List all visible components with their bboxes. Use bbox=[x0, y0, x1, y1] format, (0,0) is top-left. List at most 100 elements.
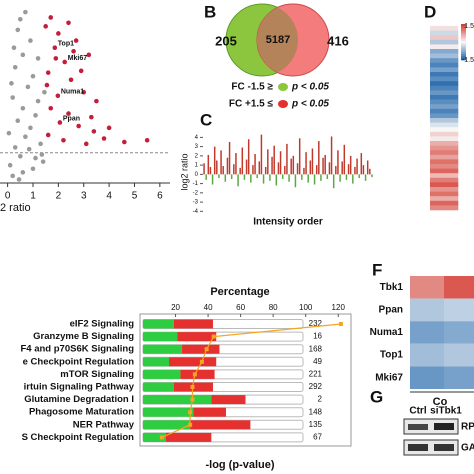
bar bbox=[337, 150, 339, 175]
point bbox=[86, 52, 92, 58]
x-axis-label: -log (p-value) bbox=[205, 459, 274, 471]
legend-text: p < 0.05 bbox=[291, 99, 329, 110]
point bbox=[89, 114, 94, 120]
heat-cell bbox=[430, 99, 459, 105]
point bbox=[16, 177, 22, 182]
p-value-marker bbox=[159, 435, 164, 440]
colorbar bbox=[461, 30, 466, 33]
bar bbox=[233, 164, 235, 175]
count-label: 135 bbox=[309, 420, 323, 429]
bar bbox=[213, 146, 216, 175]
bar bbox=[301, 174, 303, 180]
colorbar bbox=[461, 55, 466, 59]
legend-swatch bbox=[278, 100, 288, 108]
point bbox=[57, 120, 63, 125]
point bbox=[56, 31, 61, 36]
category-label: NER Pathway bbox=[73, 419, 135, 430]
heat-cell bbox=[444, 366, 474, 389]
count-label: 148 bbox=[309, 407, 323, 416]
row-label: Ppan bbox=[379, 305, 403, 316]
point bbox=[52, 45, 58, 51]
heat-cell bbox=[430, 72, 459, 77]
bar-segment bbox=[173, 319, 213, 329]
point bbox=[78, 68, 84, 74]
heat-cell bbox=[430, 182, 459, 188]
bar-segment bbox=[143, 344, 183, 354]
bar bbox=[237, 174, 239, 187]
bar bbox=[324, 154, 326, 175]
bar bbox=[247, 139, 250, 175]
point bbox=[144, 137, 150, 143]
annotation: Top1 bbox=[58, 41, 74, 48]
bar bbox=[347, 164, 350, 175]
bar bbox=[296, 163, 299, 175]
count-label: 67 bbox=[313, 433, 322, 442]
heat-cell bbox=[410, 276, 444, 299]
count-label: 221 bbox=[309, 370, 323, 379]
heat-cell bbox=[430, 81, 459, 87]
point bbox=[30, 73, 36, 79]
point bbox=[26, 146, 32, 152]
bar-segment bbox=[143, 432, 166, 442]
colorbar bbox=[461, 53, 466, 57]
bar bbox=[267, 149, 269, 175]
heat-cell bbox=[430, 141, 459, 146]
heat-cell bbox=[430, 205, 459, 211]
x-tick-label: 5 bbox=[132, 191, 138, 202]
point bbox=[40, 159, 46, 164]
bar bbox=[241, 147, 244, 175]
bar bbox=[320, 174, 322, 181]
bar bbox=[307, 174, 309, 183]
bar bbox=[290, 158, 292, 175]
bar bbox=[335, 166, 337, 175]
bar bbox=[356, 158, 358, 175]
bar bbox=[288, 174, 290, 182]
point bbox=[20, 105, 26, 111]
bar bbox=[252, 165, 254, 175]
p-value-marker bbox=[204, 347, 209, 352]
point bbox=[73, 38, 79, 43]
point bbox=[38, 141, 43, 147]
bar bbox=[343, 144, 346, 175]
blot-band bbox=[434, 444, 454, 451]
heat-cell bbox=[430, 150, 459, 156]
y-tick-label: -3 bbox=[193, 200, 199, 206]
heat-cell bbox=[430, 90, 459, 96]
blot bbox=[403, 418, 459, 435]
colorbar bbox=[461, 58, 466, 61]
heat-cell bbox=[430, 67, 459, 73]
bar bbox=[211, 174, 214, 185]
point bbox=[76, 123, 81, 129]
bar bbox=[294, 174, 297, 188]
bar bbox=[222, 166, 224, 175]
heat-cell bbox=[430, 30, 459, 36]
point bbox=[23, 134, 28, 140]
blot bbox=[403, 439, 459, 456]
heat-cell bbox=[430, 26, 459, 31]
category-label: S Checkpoint Regulation bbox=[22, 432, 135, 443]
point bbox=[83, 141, 89, 147]
x-tick-label: 1 bbox=[30, 191, 36, 202]
point bbox=[66, 111, 71, 116]
x-tick-label: 100 bbox=[299, 303, 313, 312]
bar bbox=[243, 174, 246, 180]
x-tick-label: 20 bbox=[171, 303, 180, 312]
venn-count: 205 bbox=[215, 33, 237, 48]
point bbox=[7, 162, 13, 168]
count-label: 49 bbox=[313, 357, 322, 366]
heat-cell bbox=[430, 196, 459, 202]
bar bbox=[292, 155, 295, 175]
bar bbox=[239, 167, 241, 175]
bar bbox=[250, 174, 252, 183]
bar-segment bbox=[143, 369, 181, 379]
plot-frame bbox=[139, 313, 352, 447]
bar bbox=[339, 174, 341, 182]
legend-swatch bbox=[278, 83, 288, 91]
bar-segment bbox=[143, 382, 174, 392]
heat-cell bbox=[430, 164, 459, 169]
colorbar bbox=[461, 43, 466, 46]
colorbar bbox=[461, 36, 466, 40]
bar bbox=[362, 165, 365, 175]
bar bbox=[279, 151, 282, 175]
point bbox=[33, 113, 38, 118]
